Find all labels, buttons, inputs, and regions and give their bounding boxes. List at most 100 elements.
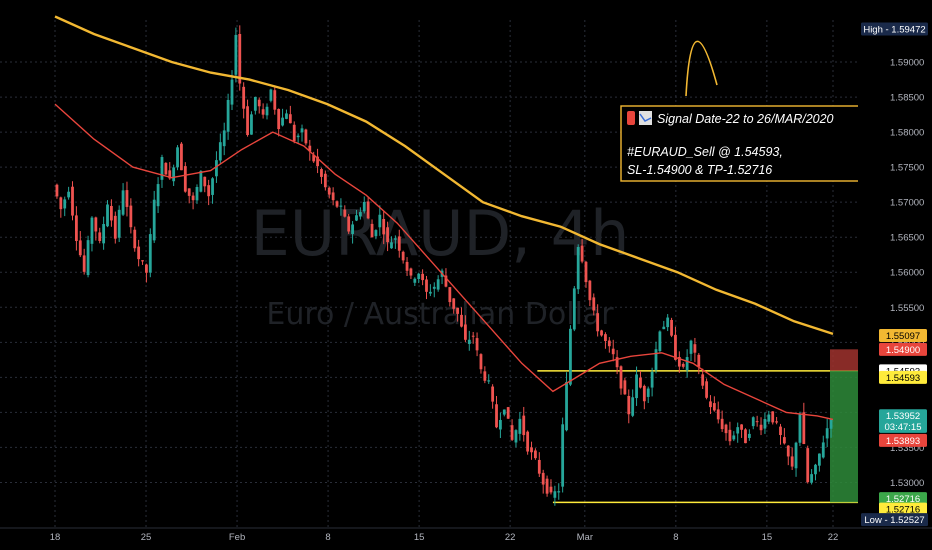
candle-body bbox=[242, 86, 246, 109]
candle-body bbox=[794, 442, 798, 469]
candle-body bbox=[63, 199, 67, 209]
price-tag: High - 1.59472 bbox=[861, 22, 928, 36]
candle-body bbox=[689, 340, 693, 354]
candle bbox=[327, 186, 331, 199]
candle-body bbox=[436, 279, 440, 290]
candle bbox=[814, 463, 817, 481]
candle-body bbox=[347, 216, 351, 232]
candle bbox=[156, 177, 160, 214]
candle-body bbox=[491, 386, 495, 402]
candle-body bbox=[382, 218, 386, 235]
candle-body bbox=[378, 214, 382, 228]
candle-body bbox=[238, 33, 242, 84]
candle-body bbox=[183, 166, 187, 192]
candle bbox=[199, 170, 203, 193]
candle-body bbox=[685, 357, 689, 371]
support-resistance-levels[interactable] bbox=[537, 370, 858, 504]
price-tag: 1.52716 bbox=[879, 502, 927, 516]
candle bbox=[646, 386, 650, 404]
candle-body bbox=[102, 224, 106, 244]
candle bbox=[172, 164, 176, 186]
candle bbox=[250, 111, 253, 135]
price-tag-bg bbox=[879, 329, 927, 343]
candle-body bbox=[296, 135, 300, 138]
candle bbox=[257, 97, 261, 114]
candle bbox=[829, 418, 833, 438]
time-axis[interactable]: 18 25 Feb 8 15 22 Mar 8 15 22 bbox=[0, 527, 932, 543]
candle-body bbox=[374, 230, 378, 237]
candle-body bbox=[117, 209, 121, 238]
candle-body bbox=[681, 363, 685, 367]
candle-body bbox=[502, 409, 506, 415]
candle-body bbox=[670, 319, 673, 336]
candle bbox=[94, 216, 98, 241]
candle bbox=[195, 184, 199, 204]
candle-body bbox=[355, 215, 358, 221]
date-tick-label: 18 bbox=[50, 532, 61, 543]
candle bbox=[650, 367, 654, 397]
candle-body bbox=[506, 407, 510, 419]
hand-drawn-arc[interactable] bbox=[685, 40, 718, 97]
candle-body bbox=[771, 411, 775, 423]
candle-body bbox=[588, 280, 592, 301]
price-axis[interactable]: 1.59000 1.58500 1.58000 1.57500 1.57000 1.565… bbox=[858, 0, 932, 550]
candle bbox=[409, 267, 413, 279]
candle-body bbox=[658, 331, 662, 352]
candle bbox=[382, 210, 386, 245]
candle bbox=[117, 205, 121, 243]
candle-body bbox=[674, 334, 677, 360]
candle-body bbox=[557, 491, 561, 493]
candle bbox=[242, 82, 246, 119]
candle-body bbox=[611, 348, 615, 355]
candle-body bbox=[195, 186, 199, 201]
candle bbox=[211, 177, 214, 204]
candle bbox=[145, 263, 148, 283]
candle-body bbox=[308, 145, 312, 152]
candle-body bbox=[600, 330, 603, 336]
candle-body bbox=[549, 486, 553, 493]
candle-body bbox=[168, 170, 172, 179]
price-tick-label: 1.58500 bbox=[890, 93, 924, 104]
candle bbox=[113, 211, 117, 244]
candle-body bbox=[323, 173, 327, 188]
candle bbox=[125, 181, 129, 217]
candle bbox=[320, 167, 323, 184]
candle-body bbox=[331, 192, 335, 201]
signal-box-frame bbox=[620, 105, 884, 182]
candle-body bbox=[292, 124, 296, 141]
candle-body bbox=[428, 291, 432, 294]
candle-body bbox=[779, 426, 782, 436]
candle-body bbox=[790, 456, 794, 467]
watermark-name: Euro / Australian Dollar bbox=[266, 297, 614, 332]
candle-body bbox=[463, 324, 467, 340]
candle-body bbox=[113, 215, 117, 239]
candle-body bbox=[829, 419, 833, 429]
candle-body bbox=[716, 409, 720, 420]
candle bbox=[129, 198, 133, 234]
candle-body bbox=[191, 195, 195, 201]
price-tag-bg bbox=[861, 22, 928, 36]
candle bbox=[152, 190, 156, 243]
candle bbox=[343, 205, 347, 218]
candle-body bbox=[635, 374, 638, 399]
candle-body bbox=[98, 232, 102, 241]
price-tag-bg bbox=[879, 409, 927, 423]
candle bbox=[261, 103, 265, 119]
candle bbox=[296, 133, 300, 144]
price-tag-label: 1.52716 bbox=[886, 494, 920, 505]
candle bbox=[518, 411, 522, 441]
candle-body bbox=[343, 209, 347, 217]
candle bbox=[666, 314, 670, 332]
candle bbox=[545, 475, 549, 497]
candle bbox=[362, 196, 366, 214]
candle-body bbox=[145, 264, 148, 273]
candle-body bbox=[137, 246, 141, 260]
candle bbox=[63, 196, 67, 217]
candle-body bbox=[763, 419, 767, 429]
candle bbox=[180, 142, 183, 171]
signal-box[interactable]: Signal Date-22 to 26/MAR/2020 #EURAUD_Se… bbox=[620, 105, 884, 182]
price-tag-bg bbox=[879, 433, 927, 447]
candle-body bbox=[421, 273, 425, 281]
candle bbox=[499, 412, 502, 439]
